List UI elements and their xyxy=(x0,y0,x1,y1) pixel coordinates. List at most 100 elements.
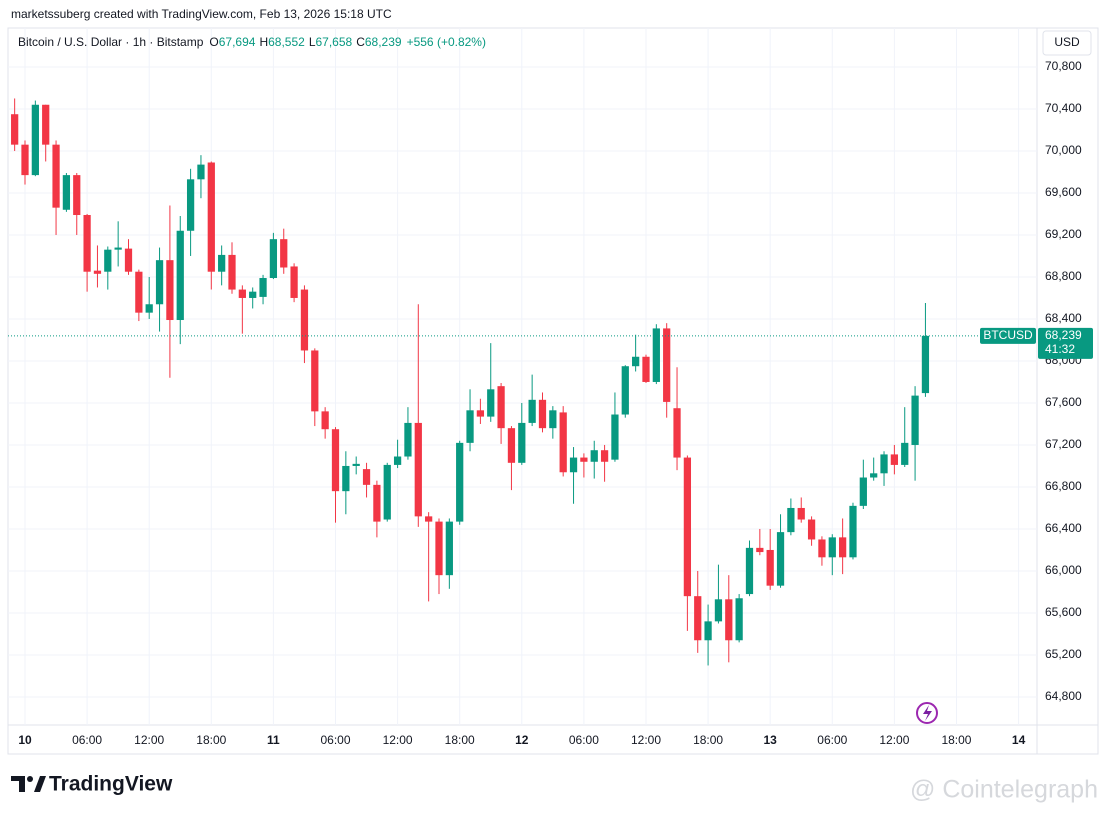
candle-body xyxy=(280,239,288,268)
currency-button[interactable] xyxy=(1042,30,1092,56)
grid xyxy=(8,28,1037,725)
candle-body xyxy=(756,547,764,553)
y-tick-label: 65,600 xyxy=(1045,605,1082,619)
candle-body xyxy=(135,271,143,313)
legend-change: +556 (+0.82%) xyxy=(407,35,486,49)
candle-body xyxy=(435,521,443,576)
y-tick-label: 70,800 xyxy=(1045,59,1082,73)
candle-body xyxy=(569,457,578,473)
candle-body xyxy=(249,291,257,298)
candle-body xyxy=(663,328,671,402)
candle-body xyxy=(238,289,246,298)
candle-body xyxy=(476,410,485,417)
watermark: @ Cointelegraph xyxy=(910,776,1098,804)
x-tick-label: 10 xyxy=(18,733,32,747)
candle-body xyxy=(580,457,588,462)
x-tick-label: 13 xyxy=(764,733,778,747)
candle-body xyxy=(673,408,681,458)
logo-mark xyxy=(34,776,46,792)
candle-body xyxy=(31,104,39,176)
x-tick-label: 06:00 xyxy=(817,733,847,747)
candle-body xyxy=(487,389,495,417)
y-tick-label: 69,200 xyxy=(1045,227,1082,241)
y-tick-label: 64,800 xyxy=(1045,689,1082,703)
y-tick-label: 70,000 xyxy=(1045,143,1082,157)
candle-body xyxy=(114,247,122,250)
x-tick-label: 18:00 xyxy=(196,733,226,747)
candle-body xyxy=(901,442,909,465)
x-tick-label: 06:00 xyxy=(569,733,599,747)
y-tick-label: 65,200 xyxy=(1045,647,1082,661)
candle-body xyxy=(404,422,412,457)
candle-body xyxy=(145,304,153,313)
alert-icon[interactable] xyxy=(916,702,938,724)
candle-body xyxy=(269,239,278,279)
chart-frame xyxy=(7,27,1099,755)
candle-body xyxy=(497,386,505,429)
candle-body xyxy=(83,215,91,272)
candle-body xyxy=(73,175,81,216)
legend-value: 67,694 xyxy=(219,35,256,49)
candle-body xyxy=(197,164,205,180)
candle-body xyxy=(21,144,29,176)
legend-value: 68,552 xyxy=(268,35,305,49)
candle-body xyxy=(818,539,826,558)
y-tick-label: 68,400 xyxy=(1045,311,1082,325)
y-tick-label: 66,800 xyxy=(1045,479,1082,493)
candle-body xyxy=(859,477,867,506)
candle-body xyxy=(807,519,816,540)
price-tag xyxy=(1038,327,1093,359)
y-tick-label: 66,000 xyxy=(1045,563,1082,577)
y-tick-label: 67,200 xyxy=(1045,437,1082,451)
symbol-label: BTCUSD xyxy=(983,328,1033,342)
x-tick-label: 12:00 xyxy=(383,733,413,747)
y-tick-label: 70,400 xyxy=(1045,101,1082,115)
legend-key: H xyxy=(259,35,268,49)
candle-body xyxy=(839,537,847,558)
candle-body xyxy=(311,350,319,412)
candle-body xyxy=(373,484,381,522)
candle-body xyxy=(725,599,733,641)
candle-body xyxy=(166,260,174,321)
candle-body xyxy=(290,266,298,298)
candle-body xyxy=(890,454,899,465)
candle-body xyxy=(735,598,743,641)
candle-body xyxy=(921,335,930,394)
candles xyxy=(11,98,930,666)
x-tick-label: 12:00 xyxy=(879,733,909,747)
candle-body xyxy=(611,414,619,460)
candle-body xyxy=(466,410,474,443)
legend-key: L xyxy=(309,35,316,49)
credit: marketssuberg created with TradingView.c… xyxy=(11,7,392,21)
symbol-tag xyxy=(980,327,1036,344)
countdown: 41:32 xyxy=(1045,342,1075,356)
candle-body xyxy=(714,599,723,622)
legend-value: 68,239 xyxy=(365,35,402,49)
legend: Bitcoin / U.S. Dollar · 1h · Bitstamp O67… xyxy=(18,35,486,49)
candle-body xyxy=(787,507,795,533)
x-tick-label: 18:00 xyxy=(941,733,971,747)
candle-body xyxy=(104,249,112,272)
candle-body xyxy=(621,366,629,415)
currency[interactable]: USD xyxy=(1054,35,1080,49)
candle-body xyxy=(528,399,536,423)
candle-body xyxy=(642,356,650,382)
candle-body xyxy=(828,537,836,558)
candle-body xyxy=(52,144,60,208)
x-tick-label: 14 xyxy=(1012,733,1026,747)
legend-key: O xyxy=(209,35,218,49)
x-tick-label: 12:00 xyxy=(631,733,661,747)
candle-body xyxy=(300,289,309,351)
candle-body xyxy=(745,547,754,595)
candle-body xyxy=(704,621,712,641)
x-tick-label: 06:00 xyxy=(320,733,350,747)
candle-body xyxy=(797,507,805,520)
legend-title: Bitcoin / U.S. Dollar · 1h · Bitstamp xyxy=(18,35,204,49)
legend-value: 67,658 xyxy=(316,35,353,49)
candle-body xyxy=(518,422,526,463)
candle-body xyxy=(776,532,785,586)
candle-body xyxy=(383,464,391,520)
candle-body xyxy=(393,456,402,465)
